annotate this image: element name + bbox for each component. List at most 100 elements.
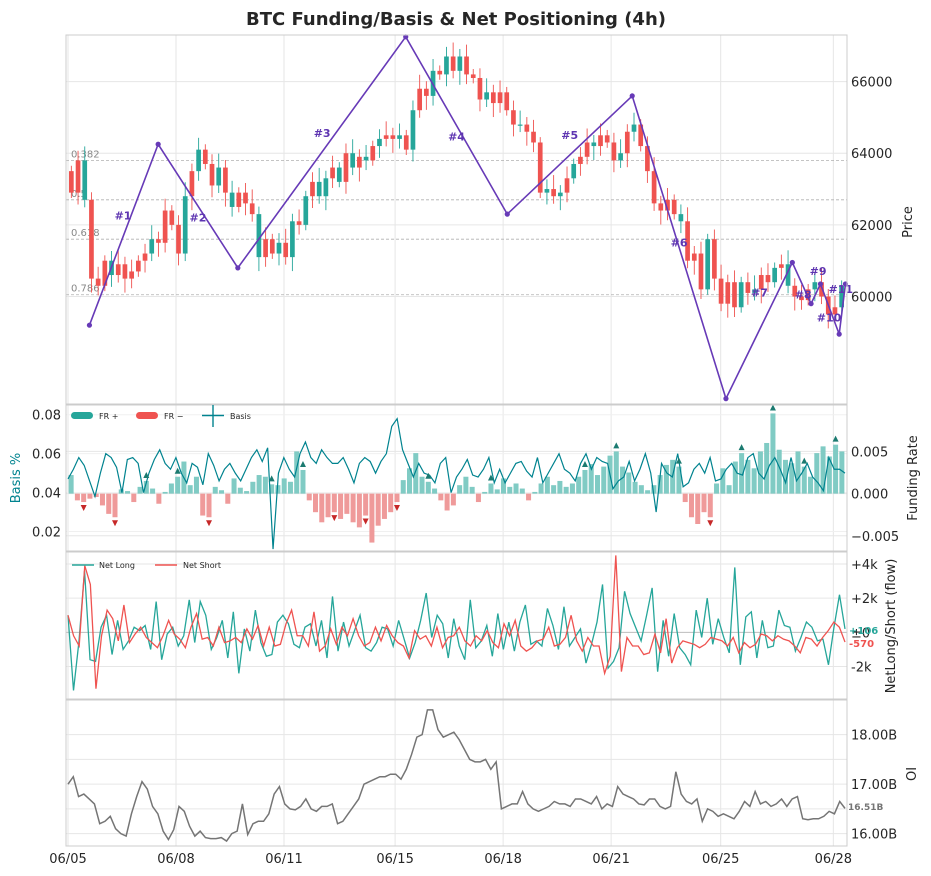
positioning-tick-label: +2k <box>851 592 878 607</box>
candle-body <box>671 199 677 215</box>
price-y-ticks: 60000 62000 64000 66000 <box>851 76 892 306</box>
candle-body <box>69 171 74 193</box>
funding-bar <box>237 487 243 494</box>
zigzag-label: #8 <box>795 288 812 301</box>
funding-bar <box>438 493 444 501</box>
positioning-legend: Net Long Net Short <box>72 561 221 570</box>
funding-bar <box>256 475 262 494</box>
candle-body <box>162 210 168 243</box>
price-panel-frame <box>65 34 848 405</box>
funding-bar <box>281 478 287 494</box>
funding-bar <box>482 491 488 494</box>
candle-body <box>310 181 315 197</box>
price-tick-label: 66000 <box>851 76 892 91</box>
fib-label: 0.786 <box>71 284 100 295</box>
candle-body <box>249 203 255 215</box>
funding-bar <box>137 486 143 494</box>
funding-bar <box>275 485 281 494</box>
fib-label: 0.5 <box>71 189 87 200</box>
x-tick-label: 06/15 <box>376 852 413 867</box>
candle-body <box>772 267 778 283</box>
zigzag-pivot <box>629 93 635 99</box>
funding-bar <box>513 483 519 494</box>
funding-bar <box>695 493 701 524</box>
candle-body <box>805 289 811 301</box>
funding-axis-label: Funding Rate <box>906 435 921 521</box>
funding-bar <box>306 493 312 501</box>
funding-bar <box>350 493 356 523</box>
funding-bar <box>551 485 557 494</box>
zigzag-pivot <box>86 322 93 328</box>
candle-body <box>156 239 161 243</box>
funding-bar <box>112 493 118 518</box>
funding-bar <box>801 466 807 494</box>
candle-body <box>785 264 791 286</box>
net-long-last-value: +106 <box>849 626 878 637</box>
candle-body <box>732 282 737 308</box>
funding-markers <box>80 404 839 527</box>
zigzag-pivot <box>808 301 814 307</box>
candle-body <box>417 88 423 111</box>
down-marker <box>362 518 369 525</box>
candle-body <box>336 167 342 182</box>
oi-grid <box>66 700 847 846</box>
candle-body <box>738 282 744 308</box>
funding-bar <box>81 493 87 503</box>
funding-bar <box>425 481 431 494</box>
candle-body <box>544 189 550 193</box>
funding-panel-frame <box>65 404 848 552</box>
oi-panel: 16.00B 17.00B 18.00B 16.51B OI <box>65 699 920 847</box>
zigzag-pivot <box>836 331 842 337</box>
funding-bar <box>150 488 156 494</box>
candle-body <box>370 146 376 161</box>
candle-body <box>598 135 603 147</box>
funding-bar <box>676 466 682 494</box>
funding-bar <box>808 476 814 494</box>
zigzag-label: #9 <box>810 265 827 278</box>
basis-tick-label: 0.04 <box>32 487 61 502</box>
candle-body <box>82 160 88 200</box>
zigzag-line <box>88 35 847 401</box>
funding-bar <box>244 491 250 494</box>
candle-body <box>470 74 476 78</box>
candle-body <box>832 307 838 315</box>
zigzag-overlay: #1 #2 #3 #4 #5 #6 #7 #8 #9 #10 #11 <box>86 34 853 402</box>
candle-body <box>390 135 396 139</box>
up-marker <box>738 444 745 451</box>
funding-bar <box>219 490 225 494</box>
candle-body <box>182 196 188 254</box>
funding-bar <box>682 493 688 503</box>
candle-body <box>135 260 141 272</box>
zigzag-label: #3 <box>314 127 331 140</box>
candle-body <box>316 181 322 197</box>
funding-bar <box>563 486 569 494</box>
funding-bar <box>757 451 763 494</box>
funding-bar <box>432 488 438 494</box>
candle-body <box>511 110 516 125</box>
funding-bar <box>356 493 362 528</box>
candle-body <box>517 124 523 126</box>
funding-bar <box>68 475 74 494</box>
funding-legend: FR + FR − Basis <box>71 405 251 427</box>
candle-body <box>236 192 242 207</box>
funding-bar <box>400 480 406 494</box>
funding-bar <box>507 486 513 494</box>
funding-bar <box>594 475 600 494</box>
candle-body <box>584 142 590 157</box>
candle-body <box>296 221 302 225</box>
oi-series-line <box>67 709 846 843</box>
legend-swatch-fr-neg <box>136 412 158 419</box>
funding-bar <box>632 481 638 494</box>
funding-bar <box>638 485 644 494</box>
funding-bar <box>701 493 707 513</box>
funding-bar <box>488 483 494 494</box>
candle-body <box>290 221 295 258</box>
funding-bar <box>450 493 456 506</box>
funding-basis-panel: 0.02 0.04 0.06 0.08 −0.005 0.000 0.005 Basis … <box>9 404 921 552</box>
funding-bar <box>338 493 344 519</box>
candle-body <box>591 142 597 147</box>
price-panel: 0.382 0.5 0.618 0.786 #1 #2 #3 #4 #5 #6 #7 #8 #9 #10… <box>65 34 916 405</box>
zigzag-label: #7 <box>751 287 768 300</box>
funding-bar <box>770 413 776 494</box>
candle-body <box>424 88 429 96</box>
